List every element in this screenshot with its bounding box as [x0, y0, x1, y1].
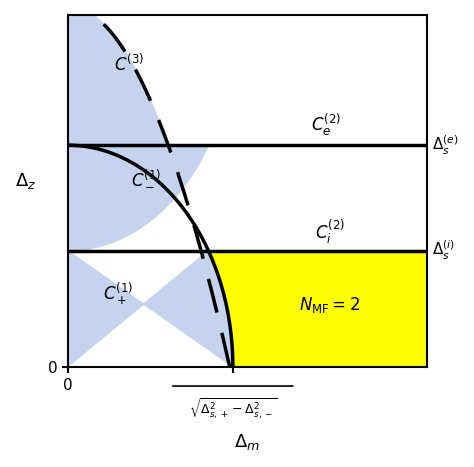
Polygon shape: [68, 15, 168, 145]
Text: $\sqrt{\Delta_{s,+}^2-\Delta_{s,-}^2}$: $\sqrt{\Delta_{s,+}^2-\Delta_{s,-}^2}$: [189, 396, 277, 422]
Text: $\Delta_s^{(e)}$: $\Delta_s^{(e)}$: [432, 134, 459, 157]
Y-axis label: $\Delta_z$: $\Delta_z$: [15, 171, 36, 191]
X-axis label: $\Delta_m$: $\Delta_m$: [234, 432, 260, 452]
Text: $C_e^{(2)}$: $C_e^{(2)}$: [311, 112, 341, 138]
Text: $C^{(3)}$: $C^{(3)}$: [113, 54, 144, 75]
Text: $N_{\mathrm{MF}}=2$: $N_{\mathrm{MF}}=2$: [300, 296, 360, 315]
Text: $C_+^{(1)}$: $C_+^{(1)}$: [103, 281, 133, 307]
Text: $C_i^{(2)}$: $C_i^{(2)}$: [315, 218, 345, 246]
Polygon shape: [209, 251, 233, 367]
Polygon shape: [68, 251, 233, 367]
Polygon shape: [68, 145, 209, 251]
Text: $C_-^{(1)}$: $C_-^{(1)}$: [131, 168, 162, 188]
Text: $\Delta_s^{(i)}$: $\Delta_s^{(i)}$: [432, 239, 456, 262]
